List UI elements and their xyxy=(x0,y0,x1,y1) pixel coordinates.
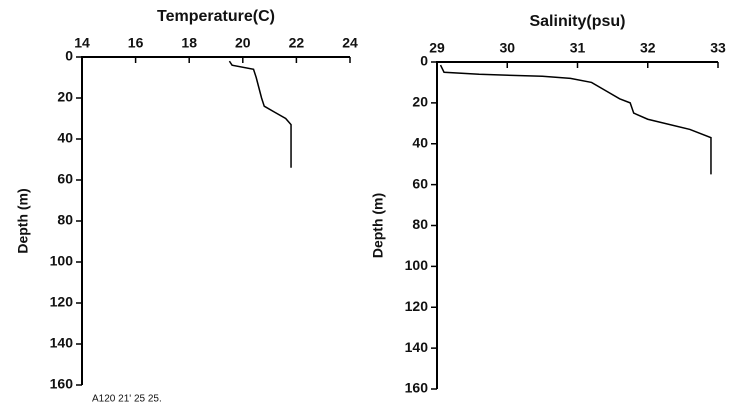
chart-title: Temperature(C) xyxy=(157,8,275,25)
x-tick-label: 31 xyxy=(570,40,586,56)
axis-frame xyxy=(436,61,718,389)
profile-line xyxy=(228,60,292,168)
x-tick-label: 30 xyxy=(499,40,515,56)
y-tick-label: 120 xyxy=(50,294,74,310)
x-tick-label: 29 xyxy=(429,40,445,56)
y-tick-label: 100 xyxy=(50,253,74,269)
y-tick-label: 100 xyxy=(405,257,429,273)
x-tick-label: 33 xyxy=(710,40,726,56)
x-tick-label: 24 xyxy=(342,35,358,51)
x-tick-label: 16 xyxy=(128,35,144,51)
y-tick-label: 80 xyxy=(57,212,73,228)
annotation: A120 21' 25 25. xyxy=(92,394,162,405)
y-tick-label: 160 xyxy=(405,380,429,396)
y-tick-label: 40 xyxy=(412,134,428,150)
y-tick-label: 20 xyxy=(412,94,428,110)
y-tick-label: 60 xyxy=(57,171,73,187)
y-tick-label: 0 xyxy=(65,48,73,64)
x-tick-label: 32 xyxy=(640,40,656,56)
x-tick-label: 22 xyxy=(289,35,305,51)
x-tick-label: 18 xyxy=(181,35,197,51)
y-tick-label: 80 xyxy=(412,216,428,232)
y-tick-label: 140 xyxy=(50,335,74,351)
y-axis-label: Depth (m) xyxy=(370,193,386,258)
axis-frame xyxy=(81,56,350,385)
y-tick-label: 20 xyxy=(57,89,73,105)
chart-title: Salinity(psu) xyxy=(529,13,625,30)
y-tick-label: 160 xyxy=(50,376,74,392)
x-tick-label: 14 xyxy=(74,35,90,51)
x-tick-label: 20 xyxy=(235,35,251,51)
y-tick-label: 40 xyxy=(57,130,73,146)
y-axis-label: Depth (m) xyxy=(15,188,31,253)
y-tick-label: 60 xyxy=(412,175,428,191)
y-tick-label: 0 xyxy=(420,53,428,69)
profile-line xyxy=(439,64,712,175)
y-tick-label: 120 xyxy=(405,298,429,314)
y-tick-label: 140 xyxy=(405,339,429,355)
